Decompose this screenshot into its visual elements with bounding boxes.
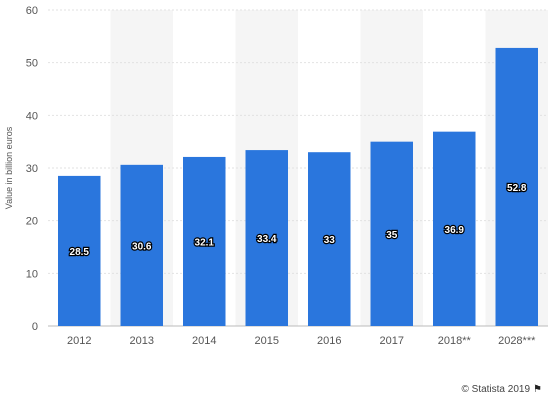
x-tick-label: 2028*** bbox=[498, 335, 536, 347]
data-label: 36.9 bbox=[445, 225, 465, 236]
data-label: 32.1 bbox=[195, 237, 215, 248]
bar[interactable] bbox=[308, 152, 351, 326]
data-labels: 28.5 30.6 32.1 33.4 33 35 36.9 52.8 bbox=[68, 182, 528, 259]
bar[interactable] bbox=[495, 47, 539, 327]
credit-text: © Statista 2019 bbox=[461, 384, 531, 395]
data-label: 52.8 bbox=[507, 183, 527, 194]
x-tick-label: 2018** bbox=[438, 335, 472, 347]
bar[interactable] bbox=[370, 141, 414, 326]
y-tick-label: 0 bbox=[32, 321, 38, 333]
y-tick-label: 20 bbox=[26, 216, 38, 228]
bar[interactable] bbox=[433, 131, 476, 326]
bar[interactable] bbox=[58, 175, 101, 326]
data-label: 33 bbox=[324, 235, 336, 246]
data-label: 28.5 bbox=[70, 247, 90, 258]
x-tick-label: 2014 bbox=[192, 335, 216, 347]
bar[interactable] bbox=[183, 156, 226, 326]
y-tick-label: 60 bbox=[26, 5, 38, 17]
y-tick-label: 10 bbox=[26, 268, 38, 280]
data-label: 35 bbox=[386, 230, 398, 241]
y-tick-label: 50 bbox=[26, 58, 38, 70]
flag-icon[interactable]: ⚑ bbox=[533, 384, 542, 395]
x-tick-label: 2013 bbox=[130, 335, 154, 347]
data-label: 33.4 bbox=[257, 234, 277, 245]
y-tick-label: 40 bbox=[26, 110, 38, 122]
statista-credit[interactable]: © Statista 2019 ⚑ bbox=[462, 384, 543, 395]
data-label: 30.6 bbox=[132, 241, 152, 252]
x-tick-label: 2016 bbox=[317, 335, 341, 347]
x-tick-label: 2017 bbox=[380, 335, 404, 347]
y-tick-label: 30 bbox=[26, 163, 38, 175]
x-tick-label: 2012 bbox=[67, 335, 91, 347]
y-axis: 0 10 20 30 40 50 60 bbox=[26, 5, 38, 333]
y-axis-title: Value in billion euros bbox=[4, 126, 14, 209]
bar[interactable] bbox=[120, 164, 164, 326]
x-tick-label: 2015 bbox=[255, 335, 279, 347]
x-axis: 2012 2013 2014 2015 2016 2017 2018** 2028*** bbox=[67, 335, 536, 347]
bar[interactable] bbox=[245, 150, 289, 326]
bars bbox=[58, 47, 539, 327]
